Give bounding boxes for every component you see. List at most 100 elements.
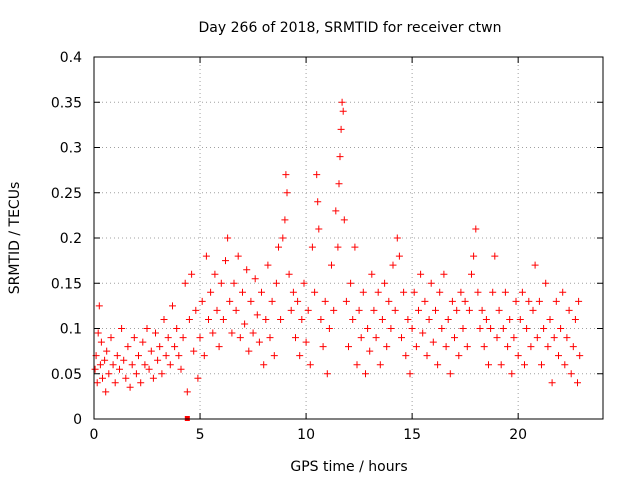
data-point — [508, 370, 516, 378]
data-point — [339, 107, 347, 115]
data-point — [105, 370, 113, 378]
data-point — [366, 347, 374, 355]
data-point — [282, 171, 290, 179]
data-point — [287, 306, 295, 314]
data-point — [353, 361, 361, 369]
y-tick-label: 0.4 — [60, 50, 82, 66]
y-tick-label: 0.15 — [51, 276, 82, 292]
data-point — [368, 270, 376, 278]
data-point — [468, 270, 475, 278]
data-point — [268, 297, 276, 305]
data-point — [228, 329, 236, 337]
data-point — [311, 288, 319, 296]
data-point — [315, 225, 323, 233]
data-point — [357, 334, 365, 342]
data-point — [124, 343, 132, 351]
data-point — [241, 320, 249, 328]
data-point — [476, 325, 484, 332]
data-point — [491, 252, 499, 260]
data-point — [219, 316, 227, 323]
data-point — [381, 279, 389, 287]
data-point — [285, 270, 293, 278]
data-point — [472, 225, 480, 233]
data-point — [95, 302, 103, 310]
data-point — [266, 334, 274, 342]
data-point — [474, 288, 482, 296]
data-point — [518, 288, 526, 296]
data-point — [215, 343, 223, 351]
data-point — [448, 297, 456, 305]
data-point — [410, 288, 418, 296]
data-point — [523, 325, 531, 332]
data-point — [446, 370, 454, 378]
data-point — [275, 243, 282, 251]
data-point — [557, 325, 565, 332]
data-point — [480, 343, 488, 351]
data-point — [501, 288, 509, 296]
data-point — [389, 261, 397, 269]
data-point — [179, 334, 187, 342]
data-point — [198, 297, 206, 305]
y-tick-label: 0.3 — [60, 141, 82, 157]
data-point — [412, 343, 420, 351]
data-point — [313, 171, 321, 179]
data-point — [495, 306, 503, 314]
data-point — [364, 325, 372, 332]
data-point — [571, 316, 579, 323]
data-point — [308, 243, 316, 251]
data-point — [415, 306, 422, 314]
data-point — [154, 356, 162, 364]
data-point — [139, 338, 147, 346]
data-point — [292, 334, 299, 342]
data-point — [538, 361, 545, 369]
data-point — [234, 252, 242, 260]
x-tick-label: 0 — [90, 427, 99, 443]
data-point — [211, 270, 219, 278]
data-point — [425, 316, 433, 323]
data-point — [192, 306, 200, 314]
data-point — [504, 343, 512, 351]
data-point — [118, 325, 126, 332]
data-point — [561, 361, 569, 369]
data-point — [423, 352, 431, 360]
data-point — [183, 388, 191, 396]
data-point — [531, 261, 539, 269]
data-point — [300, 279, 308, 287]
data-point — [427, 279, 435, 287]
data-point — [171, 343, 179, 351]
data-point — [289, 288, 297, 296]
data-point — [393, 234, 401, 242]
data-point — [116, 365, 123, 373]
data-point — [321, 297, 329, 305]
data-point — [209, 329, 217, 337]
data-point — [332, 207, 340, 215]
x-tick-labels: 0 5 10 15 20 — [90, 427, 528, 443]
y-axis-label: SRMTID / TECUs — [7, 182, 23, 295]
data-point — [442, 343, 450, 351]
data-point — [506, 316, 514, 323]
y-tick-labels: 0 0.05 0.1 0.15 0.2 0.25 0.3 0.35 0.4 — [51, 50, 82, 428]
data-point — [101, 356, 109, 364]
data-point — [330, 306, 338, 314]
data-point — [497, 361, 505, 369]
data-point — [162, 352, 170, 360]
data-point — [514, 352, 522, 360]
data-point — [224, 234, 232, 242]
data-point — [404, 316, 412, 323]
data-point — [337, 125, 345, 133]
data-point — [461, 297, 469, 305]
data-point — [542, 279, 550, 287]
data-point — [96, 361, 104, 369]
data-point — [120, 356, 128, 364]
data-point — [243, 266, 251, 274]
data-point — [512, 297, 520, 305]
data-point — [260, 361, 268, 369]
data-point — [335, 180, 343, 188]
data-point — [359, 288, 367, 296]
data-point — [478, 306, 486, 314]
data-point — [113, 352, 121, 360]
data-point — [91, 365, 99, 373]
y-tick-label: 0.35 — [51, 95, 82, 111]
data-point — [99, 374, 106, 382]
data-point — [555, 352, 562, 360]
